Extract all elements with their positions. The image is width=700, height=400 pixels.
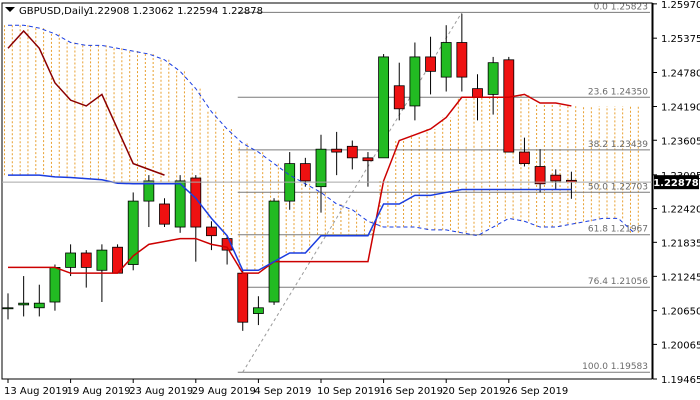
candle-body <box>18 302 30 306</box>
candle-body <box>190 177 202 228</box>
y-tick-label: 1.24190 <box>661 103 700 114</box>
y-tick-label: 1.25970 <box>661 0 700 11</box>
candle-body <box>237 272 249 323</box>
x-tick-label: 13 Aug 2019 <box>4 386 68 397</box>
candle-body <box>65 252 76 268</box>
indicator-line-1 <box>8 174 572 272</box>
candle-body <box>159 203 170 225</box>
candle-body <box>252 307 264 314</box>
candle-body <box>80 252 92 268</box>
y-tick-label: 1.21245 <box>661 272 700 283</box>
fib-level-label: 76.4 1.21056 <box>588 277 648 287</box>
y-tick-label: 1.19465 <box>661 375 700 386</box>
y-tick-label: 1.25375 <box>661 34 700 45</box>
candle-body <box>456 42 468 78</box>
fib-level-label: 0.0 1.25823 <box>594 2 648 12</box>
y-tick-label: 1.20650 <box>661 307 700 318</box>
current-price-box <box>654 175 699 190</box>
x-tick-label: 4 Sep 2019 <box>254 386 311 397</box>
candle-body <box>346 145 358 159</box>
y-tick-label: 1.21835 <box>661 238 700 249</box>
candle-body <box>378 56 390 159</box>
candle-body <box>487 62 499 95</box>
candle-body <box>550 174 562 182</box>
candle-body <box>299 163 311 182</box>
candle-body <box>331 148 343 153</box>
x-tick-label: 26 Sep 2019 <box>505 386 568 397</box>
fib-trend-line <box>242 12 463 373</box>
candle-body <box>362 157 374 162</box>
candle-body <box>221 238 233 251</box>
y-tick-label: 1.22420 <box>661 205 700 216</box>
x-tick-label: 29 Aug 2019 <box>192 386 256 397</box>
candle-body <box>472 88 483 98</box>
candle-body <box>33 302 45 309</box>
y-tick-label: 1.20065 <box>661 340 700 351</box>
x-tick-label: 23 Aug 2019 <box>129 386 193 397</box>
candle-body <box>143 180 155 202</box>
candle-body <box>425 56 436 72</box>
indicator-line-2 <box>7 29 165 176</box>
current-price-label: 1.22878 <box>653 178 699 189</box>
candle-body <box>519 151 530 165</box>
candle-body <box>127 200 139 265</box>
plot-area <box>1 2 653 380</box>
candle-body <box>49 267 61 303</box>
chart-title: GBPUSD,Daily <box>19 6 90 17</box>
fib-level-label: 50.0 1.22703 <box>588 182 648 192</box>
candle-body <box>268 200 280 303</box>
y-tick-label: 1.23605 <box>661 136 700 147</box>
candle-body <box>206 226 217 237</box>
ohlc-readout: 1.22908 1.23062 1.22594 1.22878 <box>88 6 263 17</box>
candle-body <box>503 59 515 153</box>
indicator-line-0 <box>8 93 572 274</box>
y-tick-label: 1.24780 <box>661 68 700 79</box>
fib-level-label: 100.0 1.19583 <box>582 362 648 372</box>
x-tick-label: 16 Sep 2019 <box>380 386 443 397</box>
candle-body <box>174 180 186 228</box>
dropdown-triangle-icon <box>5 7 15 12</box>
fib-level-label: 23.6 1.24350 <box>588 87 648 97</box>
fib-level-label: 38.2 1.23439 <box>588 140 648 150</box>
fib-level-label: 61.8 1.21967 <box>588 225 648 235</box>
candle-body <box>534 166 546 185</box>
candle-body <box>96 249 108 271</box>
x-tick-label: 10 Sep 2019 <box>317 386 380 397</box>
x-tick-label: 20 Sep 2019 <box>442 386 505 397</box>
x-tick-label: 19 Aug 2019 <box>67 386 131 397</box>
candle-body <box>393 85 405 110</box>
candle-body <box>315 148 327 188</box>
indicator-line-3 <box>8 24 635 237</box>
candle-body <box>409 56 421 107</box>
candle-body <box>2 307 14 310</box>
candle-body <box>440 42 452 78</box>
